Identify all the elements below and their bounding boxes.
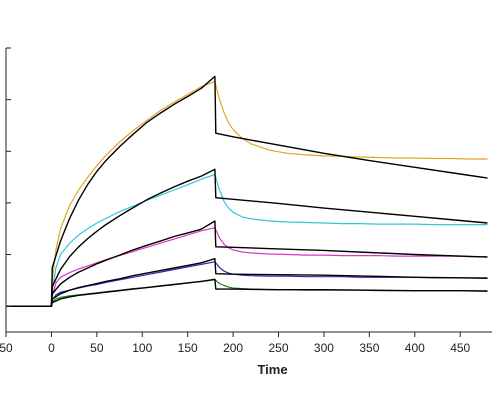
fit-curve-5: [6, 75, 488, 307]
fit-curve-7: [6, 220, 488, 307]
x-tick-label: 350: [359, 341, 379, 355]
x-tick-label: 0: [48, 341, 55, 355]
x-tick-label: 450: [450, 341, 470, 355]
ticks-layer: 50 0 50 100 150 200 250 300 350 400 450: [0, 47, 471, 355]
x-tick-label: 50: [90, 341, 104, 355]
fit-curve-6: [6, 168, 488, 307]
x-tick-label: 400: [405, 341, 425, 355]
x-tick-label: 150: [178, 341, 198, 355]
response-curve-1: [6, 173, 488, 307]
response-curve-2: [6, 227, 488, 307]
fit-curve-9: [6, 278, 488, 307]
response-curve-0: [6, 81, 488, 307]
x-tick-label: 250: [269, 341, 289, 355]
axes-layer: [5, 48, 492, 333]
x-tick-label: 200: [223, 341, 243, 355]
x-tick-label: 300: [314, 341, 334, 355]
response-curve-3: [6, 261, 488, 307]
x-tick-label: 100: [132, 341, 152, 355]
x-axis-title: Time: [257, 362, 287, 377]
response-curve-4: [6, 279, 488, 307]
series-layer: [6, 75, 488, 307]
x-tick-label: 50: [0, 341, 13, 355]
fit-curve-8: [6, 258, 488, 307]
